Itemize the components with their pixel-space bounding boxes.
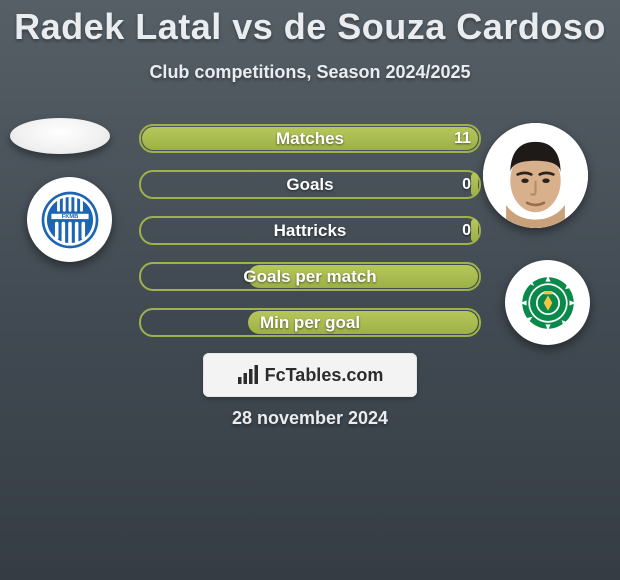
date-text: 28 november 2024	[0, 408, 620, 429]
club-left-crest: FKMB	[27, 177, 112, 262]
source-badge-text: FcTables.com	[265, 365, 384, 386]
club-left-crest-icon: FKMB	[39, 189, 101, 251]
stat-fill-right	[248, 311, 478, 334]
stat-bars: Matches 11 Goals 0 Hattricks 0 Goals per…	[139, 124, 481, 337]
stat-row-hattricks: Hattricks 0	[139, 216, 481, 245]
source-badge: FcTables.com	[203, 353, 417, 397]
bar-chart-icon	[237, 365, 259, 385]
stat-row-min-per-goal: Min per goal	[139, 308, 481, 337]
stat-fill-right	[248, 265, 478, 288]
stat-fill-right	[471, 219, 478, 242]
club-right-crest	[505, 260, 590, 345]
stat-fill-right	[471, 173, 478, 196]
page-root: Radek Latal vs de Souza Cardoso Club com…	[0, 0, 620, 580]
stat-row-goals-per-match: Goals per match	[139, 262, 481, 291]
stat-track	[139, 216, 481, 245]
stat-row-matches: Matches 11	[139, 124, 481, 153]
club-right-crest-icon	[518, 273, 578, 333]
stat-fill-right	[142, 127, 478, 150]
player-left-avatar	[10, 118, 110, 154]
club-left-code: FKMB	[61, 214, 78, 220]
stat-track	[139, 170, 481, 199]
player-right-avatar	[483, 123, 588, 228]
page-subtitle: Club competitions, Season 2024/2025	[0, 62, 620, 83]
stat-row-goals: Goals 0	[139, 170, 481, 199]
page-title: Radek Latal vs de Souza Cardoso	[0, 0, 620, 48]
player-face-icon	[483, 123, 588, 228]
